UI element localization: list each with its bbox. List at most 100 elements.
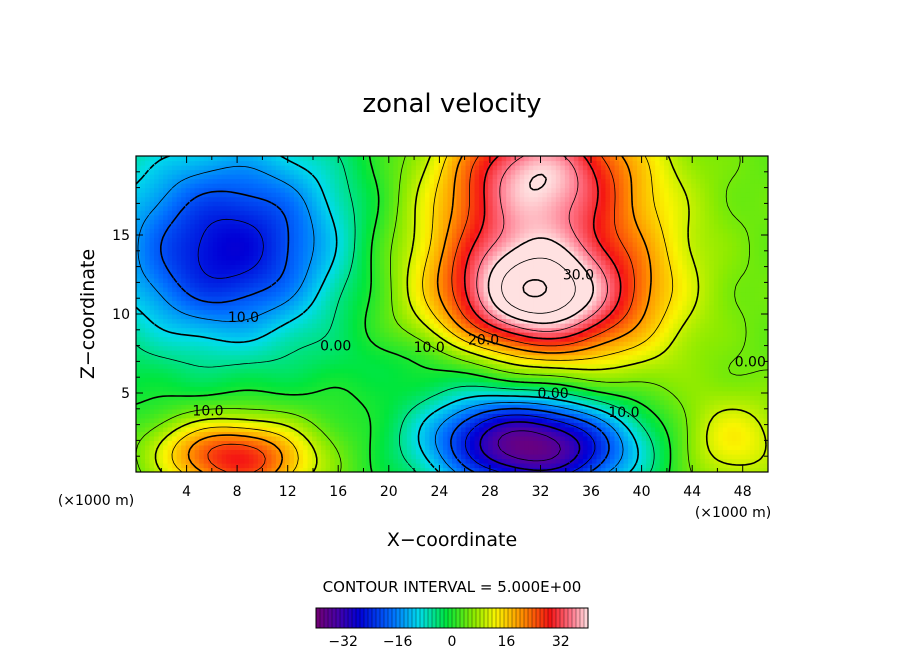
field-cell bbox=[628, 350, 634, 356]
field-cell bbox=[456, 431, 462, 437]
field-cell bbox=[461, 341, 467, 347]
field-cell bbox=[677, 417, 683, 423]
field-cell bbox=[140, 386, 146, 392]
field-cell bbox=[677, 395, 683, 401]
field-cell bbox=[610, 440, 616, 446]
field-cell bbox=[357, 318, 363, 324]
field-cell bbox=[727, 399, 733, 405]
field-cell bbox=[731, 453, 737, 460]
field-cell bbox=[284, 327, 291, 333]
field-cell bbox=[510, 332, 516, 338]
field-cell bbox=[185, 449, 191, 455]
field-cell bbox=[501, 440, 507, 446]
field-cell bbox=[465, 341, 471, 347]
field-cell bbox=[424, 332, 431, 338]
field-cell bbox=[605, 453, 611, 460]
field-cell bbox=[275, 395, 282, 401]
field-cell bbox=[235, 323, 241, 329]
field-cell bbox=[348, 413, 354, 419]
field-cell bbox=[447, 323, 453, 329]
field-cell bbox=[763, 408, 768, 414]
field-cell bbox=[370, 345, 376, 351]
field-cell bbox=[316, 440, 322, 446]
field-cell bbox=[628, 327, 634, 333]
field-cell bbox=[348, 453, 354, 460]
field-cell bbox=[303, 404, 309, 410]
field-cell bbox=[564, 435, 570, 441]
field-cell bbox=[375, 426, 381, 432]
field-cell bbox=[578, 327, 584, 333]
field-cell bbox=[262, 318, 268, 324]
field-cell bbox=[641, 345, 647, 351]
field-cell bbox=[352, 363, 358, 369]
field-cell bbox=[488, 467, 494, 472]
field-cell bbox=[212, 372, 218, 378]
field-cell bbox=[343, 386, 349, 392]
field-cell bbox=[140, 458, 146, 464]
field-cell bbox=[727, 440, 733, 446]
field-cell bbox=[312, 354, 318, 360]
field-cell bbox=[479, 449, 485, 455]
field-cell bbox=[221, 408, 227, 414]
field-cell bbox=[582, 462, 589, 469]
field-cell bbox=[393, 341, 399, 347]
field-cell bbox=[664, 363, 670, 369]
field-cell bbox=[731, 435, 737, 441]
field-cell bbox=[632, 453, 638, 460]
field-cell bbox=[221, 399, 227, 405]
field-cell bbox=[456, 399, 462, 405]
field-cell bbox=[257, 399, 263, 405]
field-cell bbox=[474, 345, 480, 351]
field-cell bbox=[348, 449, 354, 455]
field-cell bbox=[555, 458, 561, 464]
field-cell bbox=[591, 359, 598, 365]
field-cell bbox=[379, 323, 385, 329]
field-cell bbox=[181, 372, 187, 378]
field-cell bbox=[167, 309, 173, 315]
field-cell bbox=[429, 404, 435, 410]
field-cell bbox=[569, 408, 575, 414]
field-cell bbox=[230, 462, 236, 469]
field-cell bbox=[452, 381, 458, 387]
field-cell bbox=[429, 323, 435, 329]
field-cell bbox=[596, 453, 602, 460]
field-cell bbox=[456, 453, 462, 460]
field-cell bbox=[402, 467, 408, 472]
field-cell bbox=[370, 309, 376, 315]
field-cell bbox=[388, 363, 394, 369]
field-cell bbox=[199, 408, 205, 414]
field-cell bbox=[479, 350, 485, 356]
field-cell bbox=[415, 399, 421, 405]
field-cell bbox=[212, 417, 218, 423]
field-cell bbox=[149, 453, 155, 460]
field-cell bbox=[619, 413, 625, 419]
field-cell bbox=[492, 354, 498, 360]
field-cell bbox=[691, 390, 697, 396]
field-cell bbox=[257, 408, 263, 414]
field-cell bbox=[312, 363, 318, 369]
field-cell bbox=[452, 390, 458, 396]
field-cell bbox=[637, 359, 643, 365]
field-cell bbox=[749, 390, 756, 396]
field-cell bbox=[235, 368, 241, 374]
field-cell bbox=[474, 341, 480, 347]
field-cell bbox=[474, 327, 480, 333]
field-cell bbox=[582, 390, 589, 396]
field-cell bbox=[456, 309, 462, 315]
field-cell bbox=[749, 354, 756, 360]
field-cell bbox=[352, 309, 358, 315]
field-cell bbox=[294, 467, 300, 472]
field-cell bbox=[253, 462, 259, 469]
field-cell bbox=[673, 435, 679, 441]
field-cell bbox=[483, 327, 489, 333]
field-cell bbox=[542, 381, 548, 387]
field-cell bbox=[623, 449, 629, 455]
field-cell bbox=[506, 363, 512, 369]
field-cell bbox=[321, 336, 327, 342]
field-cell bbox=[564, 336, 570, 342]
field-cell bbox=[587, 323, 593, 329]
field-cell bbox=[623, 336, 629, 342]
field-cell bbox=[591, 345, 598, 351]
field-cell bbox=[673, 332, 679, 338]
field-cell bbox=[600, 449, 607, 455]
